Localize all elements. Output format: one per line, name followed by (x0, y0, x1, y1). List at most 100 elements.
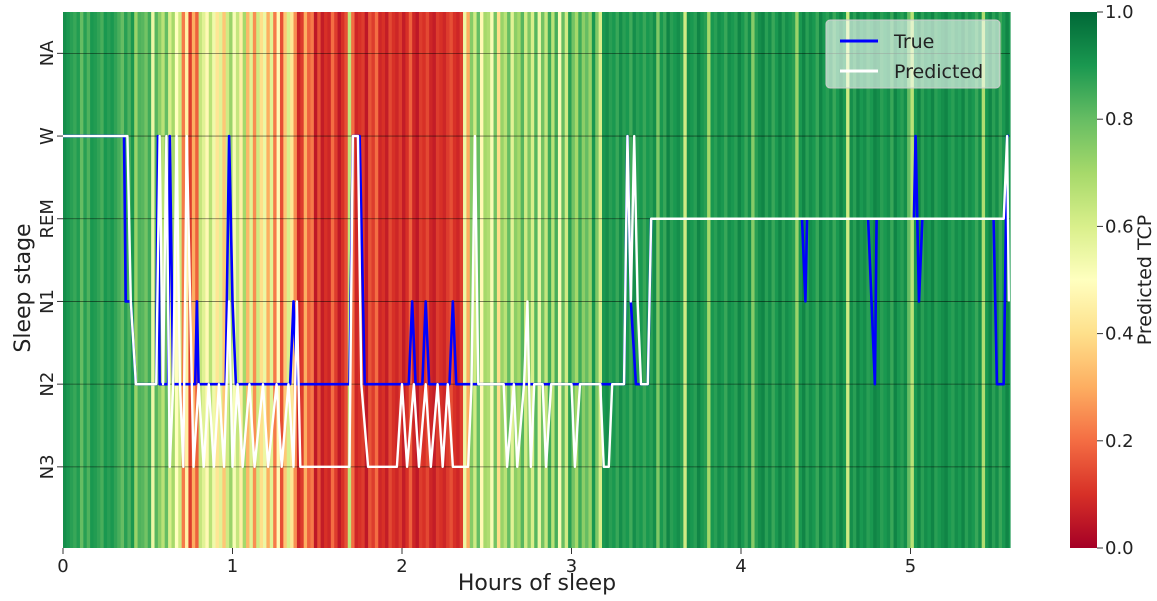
tcp-strip (751, 12, 756, 548)
tcp-strip (110, 12, 115, 548)
tcp-strip (849, 12, 854, 548)
tcp-strip (866, 12, 871, 548)
tcp-strip (456, 12, 461, 548)
tcp-strip (934, 12, 939, 548)
tcp-strip (679, 12, 684, 548)
tcp-strip (412, 12, 417, 548)
tcp-strip (903, 12, 908, 548)
tcp-strip (978, 12, 983, 548)
tcp-strip (602, 12, 606, 548)
tcp-strip (924, 12, 929, 548)
tcp-strip (900, 12, 905, 548)
tcp-strip (418, 12, 423, 548)
tcp-strip (527, 12, 532, 548)
tcp-strip (290, 12, 295, 548)
y-tick-label: N3 (37, 454, 58, 479)
tcp-strip (825, 12, 830, 548)
series-layer (63, 134, 1011, 469)
tcp-strip (686, 12, 691, 548)
tcp-strip (910, 12, 915, 548)
tcp-strip (747, 12, 752, 548)
tcp-strip (83, 12, 88, 548)
tcp-strip (283, 12, 288, 548)
tcp-strip (998, 12, 1003, 548)
tcp-strip (700, 12, 705, 548)
tcp-strip (303, 12, 308, 548)
tcp-strip (76, 12, 81, 548)
tcp-strip (988, 12, 993, 548)
tcp-strip (703, 12, 708, 548)
tcp-strip (788, 12, 793, 548)
tcp-strip (69, 12, 74, 548)
tcp-strip (452, 12, 457, 548)
tcp-strip (886, 12, 891, 548)
tcp-strip (974, 12, 979, 548)
tcp-strip (212, 12, 217, 548)
y-tick-label: NA (37, 40, 58, 66)
tcp-strip (795, 12, 800, 548)
tcp-strip (683, 12, 688, 548)
tcp-strip (544, 12, 549, 548)
tcp-strip (639, 12, 644, 548)
tcp-strip (96, 12, 101, 548)
tcp-strip (408, 12, 413, 548)
tcp-strip (351, 12, 356, 548)
tcp-strip (378, 12, 383, 548)
tcp-strip (388, 12, 393, 548)
tcp-strip (524, 12, 529, 548)
tcp-strip (405, 12, 410, 548)
tcp-strip (195, 12, 200, 548)
tcp-strip (279, 12, 284, 548)
tcp-strip (500, 12, 505, 548)
tcp-strip (707, 12, 712, 548)
tcp-strip (242, 12, 247, 548)
tcp-strip (791, 12, 796, 548)
tcp-strip (957, 12, 962, 548)
tcp-strip (690, 12, 695, 548)
tcp-strip (812, 12, 817, 548)
tcp-strip (656, 12, 661, 548)
tcp-strip (422, 12, 427, 548)
tcp-strip (381, 12, 386, 548)
tcp-strip (266, 12, 271, 548)
tcp-strip (652, 12, 657, 548)
x-tick-label: 2 (396, 556, 407, 577)
tcp-strip (313, 12, 318, 548)
tcp-strip (839, 12, 844, 548)
tcp-strip (496, 12, 501, 548)
tcp-strip (449, 12, 454, 548)
tcp-strip (815, 12, 820, 548)
plot-area (63, 12, 1011, 548)
tcp-strip (493, 12, 498, 548)
tcp-strip (615, 12, 620, 548)
tcp-strip (941, 12, 945, 548)
tcp-strip (920, 12, 925, 548)
tcp-strip (137, 12, 142, 548)
tcp-strip (66, 12, 71, 548)
tcp-strip (503, 12, 508, 548)
y-tick-label: N1 (37, 289, 58, 314)
tcp-strip (113, 12, 118, 548)
tcp-strip (191, 12, 196, 548)
tcp-strip (981, 12, 986, 548)
tcp-strip (483, 12, 488, 548)
tcp-strip (90, 12, 95, 548)
colorbar-label: Predicted TCP (1134, 215, 1156, 345)
x-tick-label: 5 (905, 556, 916, 577)
tcp-strip (205, 12, 210, 548)
tcp-strip (771, 12, 776, 548)
tcp-strip (879, 12, 884, 548)
tcp-strip (540, 12, 545, 548)
tcp-strip (439, 12, 444, 548)
tcp-strip (551, 12, 556, 548)
tcp-strip (768, 12, 773, 548)
tcp-strip (510, 12, 515, 548)
tcp-strip (174, 12, 179, 548)
tcp-strip (754, 12, 759, 548)
tcp-strip (507, 12, 512, 548)
tcp-strip (476, 12, 481, 548)
tcp-strip (876, 12, 881, 548)
tcp-strip (954, 12, 959, 548)
x-tick-label: 0 (57, 556, 68, 577)
